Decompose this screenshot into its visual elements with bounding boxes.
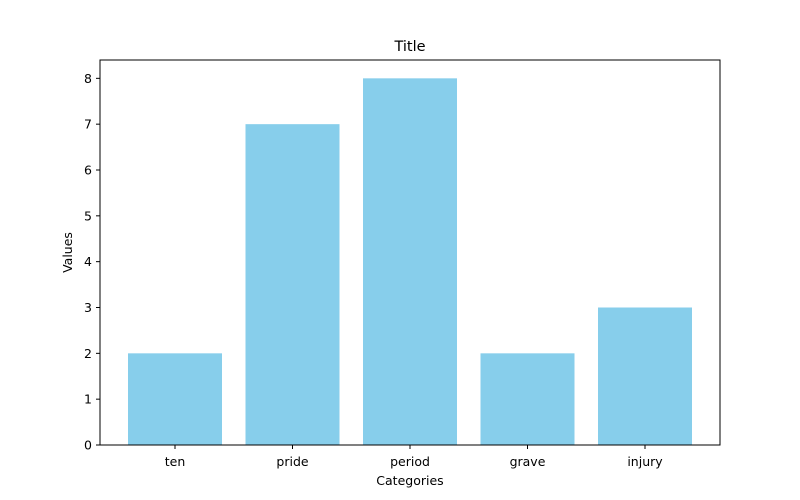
y-tick-label: 7 xyxy=(84,117,92,132)
y-tick-label: 6 xyxy=(84,163,92,178)
bar-ten xyxy=(128,353,222,445)
bar-injury xyxy=(598,307,692,445)
bar-period xyxy=(363,78,457,445)
x-tick-label: pride xyxy=(276,454,308,469)
y-tick-label: 5 xyxy=(84,208,92,223)
x-axis-ticks: ten pride period grave injury xyxy=(165,445,663,469)
chart-title: Title xyxy=(393,39,425,55)
x-tick-label: ten xyxy=(165,454,186,469)
y-tick-label: 0 xyxy=(84,438,92,453)
x-axis-label: Categories xyxy=(376,473,443,488)
bars-group xyxy=(128,78,692,446)
y-axis-label: Values xyxy=(60,232,75,273)
y-tick-label: 1 xyxy=(84,392,92,407)
bar-grave xyxy=(480,353,575,445)
y-axis-ticks: 0 1 2 3 4 5 6 7 8 xyxy=(84,71,100,453)
x-tick-label: grave xyxy=(510,454,546,469)
bar-pride xyxy=(245,124,340,446)
y-tick-label: 4 xyxy=(84,254,92,269)
plot-frame xyxy=(99,59,721,446)
y-tick-label: 2 xyxy=(84,346,92,361)
y-tick-label: 3 xyxy=(84,300,92,315)
x-tick-label: injury xyxy=(627,454,663,469)
y-tick-label: 8 xyxy=(84,71,92,86)
x-tick-label: period xyxy=(390,454,430,469)
